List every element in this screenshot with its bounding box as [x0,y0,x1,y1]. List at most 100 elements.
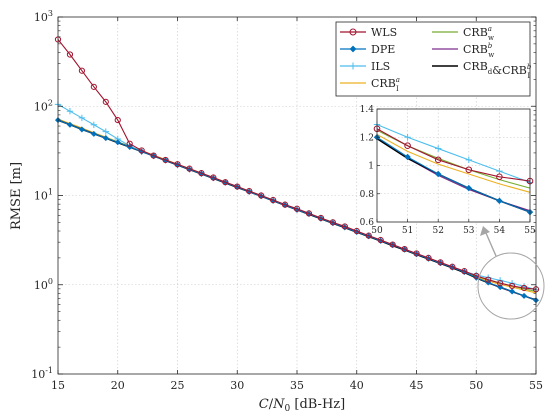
series-point [329,219,336,226]
series-point [317,214,324,222]
series-point [186,165,193,172]
inset-series-line [376,128,531,182]
inset-y-tick-label: 1.2 [360,133,374,143]
inset-x-tick-label: 53 [463,226,475,236]
series-point [341,223,348,230]
series-point [66,121,73,128]
x-tick-label: 40 [350,379,364,392]
inset-y-tick-label: 1.4 [360,105,375,115]
series-point [162,156,169,164]
inset-x-tick-label: 55 [524,226,536,236]
series-point [434,170,442,178]
series-point [465,156,472,164]
series-point [222,179,229,186]
series-point [90,121,98,128]
series-point [496,167,503,175]
series-point [377,236,384,244]
inset-series-line [376,124,531,183]
series-point [174,161,181,168]
series-line [57,39,537,290]
series-point [150,152,157,159]
inset-ticks: 50 51 52 53 54 55 0.6 0.8 1 1.2 1.4 [360,105,536,236]
series-point [389,241,396,248]
series-point [401,245,408,253]
x-tick-label: 25 [171,379,185,392]
series-point [90,130,97,137]
series-point [465,166,473,174]
x-tick-label: 20 [111,379,125,392]
series-point [497,284,504,291]
series-point [234,183,241,190]
series-0 [54,36,540,293]
y-tick-label: 100 [34,277,53,292]
series-point [461,268,468,276]
series-point [78,67,86,74]
series-point [425,254,432,261]
series-point [496,197,503,205]
series-point [270,197,277,204]
series-point [102,128,109,135]
inset-series [373,121,534,216]
series-point [78,126,85,133]
series-point [66,108,74,115]
inset-grid [377,109,530,222]
x-tick-label: 55 [529,379,543,392]
legend-label: CRBa I [371,76,400,93]
series-point [365,232,372,239]
series-point [138,147,145,154]
inset-series-line [376,136,531,213]
series-point [78,114,86,122]
series-point [90,83,97,90]
x-tick-label: 45 [410,379,424,392]
series-point [404,153,411,161]
series-point [198,170,205,177]
series-point [437,259,444,266]
legend-label: CRBd&CRBb I [463,60,532,80]
legend-label: ILS [371,60,390,73]
x-tick-label: 30 [230,379,244,392]
series-point [465,184,473,192]
series-point [404,134,411,141]
legend-entry: CRBa I [340,76,400,93]
series-point [258,192,265,199]
series-point [413,250,420,257]
legend-entry: CRBb w [432,42,494,59]
series-point [293,205,301,212]
legend-entry: CRBd&CRBb I [432,60,532,80]
main-ticks: 15 20 25 30 35 40 45 50 55 10-1 100 101 102 103 [31,9,543,392]
inset-x-tick-label: 50 [371,226,383,236]
series-point [210,174,217,181]
inset-x-tick-label: 54 [494,226,506,236]
series-point [349,45,357,53]
inset-x-tick-label: 52 [432,226,443,236]
x-axis-label: C/N0 [dB-Hz] [259,397,345,414]
inset-y-tick-label: 0.8 [360,190,375,200]
zoom-circle [477,252,545,320]
series-point [246,188,253,195]
legend-entry: ILS [340,60,390,73]
series-point [461,268,468,275]
legend-label: CRBa w [463,25,494,42]
series-point [349,62,357,70]
series-point [473,272,480,279]
y-tick-label: 102 [34,98,53,113]
series-point [521,292,528,299]
series-point [404,142,411,150]
series-point [449,263,456,270]
series-point [114,139,121,146]
legend-label: DPE [371,43,395,56]
inset-y-tick-label: 1 [368,162,374,172]
inset-x-tick-label: 51 [402,226,413,236]
x-tick-label: 50 [469,379,483,392]
series-point [126,140,133,147]
legend-entry: DPE [340,43,395,56]
series-point [102,98,109,105]
series-point [377,237,384,244]
inset-series-line [376,133,531,193]
legend-entry: WLS [340,26,397,39]
legend-label: WLS [371,26,397,39]
series-point [305,210,313,217]
zoom-arrow-head [480,226,490,236]
inset-y-tick-label: 0.6 [360,218,375,228]
